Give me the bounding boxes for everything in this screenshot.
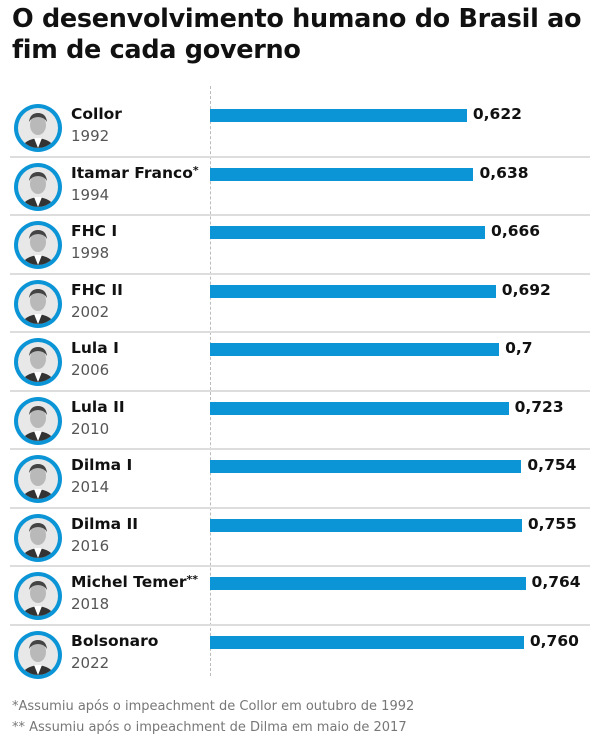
president-name: Itamar Franco* [71,164,199,182]
year-label: 1994 [71,185,110,204]
president-name: Bolsonaro [71,632,158,650]
data-label: 0,764 [531,573,581,591]
portrait-icon [14,338,62,386]
president-name: FHC I [71,222,117,240]
president-name: Michel Temer** [71,573,198,591]
bar [210,167,474,181]
table-row: Lula II 2010 0,723 [10,392,590,450]
bar [210,518,522,532]
portrait-icon [14,221,62,269]
data-label: 0,760 [529,631,579,650]
table-row: Itamar Franco* 1994 0,638 [10,158,590,216]
footnote-temer: ** Assumiu após o impeachment de Dilma e… [12,720,407,735]
bar [210,401,509,415]
bar [210,343,500,356]
president-name: Dilma II [71,515,138,533]
portrait-icon [14,279,62,328]
table-row: Collor 1992 0,622 [10,99,590,158]
name-text: Dilma I [71,456,133,474]
data-label: 0,7 [505,339,533,357]
name-text: FHC II [71,280,123,299]
president-name: Lula II [71,398,125,416]
table-row: Bolsonaro 2022 0,760 [10,626,590,685]
table-row: Michel Temer** 2018 0,764 [10,567,590,626]
footnote-itamar: *Assumiu após o impeachment de Collor em… [12,699,415,714]
name-text: Michel Temer [71,573,187,591]
name-text: FHC I [71,222,118,240]
name-text: Itamar Franco [71,163,193,182]
name-text: Collor [71,105,122,123]
portrait-icon [14,630,62,679]
portrait-icon [14,572,62,620]
table-row: FHC I 1998 0,666 [10,216,590,275]
year-label: 2006 [71,361,110,379]
bar [210,109,467,122]
data-label: 0,723 [514,397,564,416]
portrait-icon [14,396,62,445]
name-text: Lula II [71,397,125,416]
name-text: Dilma II [71,514,139,533]
portrait-icon [14,455,62,503]
year-label: 1998 [71,244,110,262]
president-name: Lula I [71,339,119,357]
table-row: Lula I 2006 0,7 [10,333,590,392]
table-row: Dilma I 2014 0,754 [10,450,590,509]
year-label: 2010 [71,419,110,438]
portrait-icon [14,104,62,152]
president-name: Dilma I [71,456,132,474]
president-name: FHC II [71,281,123,299]
data-label: 0,692 [501,280,551,299]
bar [210,577,526,590]
table-row: FHC II 2002 0,692 [10,275,590,333]
table-row: Dilma II 2016 0,755 [10,509,590,567]
bar [210,460,522,473]
bar [210,635,524,649]
president-name: Collor [71,105,122,123]
zero-axis-line [210,86,211,676]
year-label: 2002 [71,302,110,321]
year-label: 2014 [71,478,110,496]
footnote-mark: ** [186,573,199,586]
data-label: 0,666 [491,222,541,240]
year-label: 2018 [71,595,110,613]
bar [210,284,496,298]
year-label: 1992 [71,127,110,145]
year-label: 2016 [71,536,110,555]
data-label: 0,622 [472,105,522,123]
data-label: 0,638 [479,163,529,182]
year-label: 2022 [71,653,110,672]
data-label: 0,755 [527,514,577,533]
bar [210,226,486,239]
name-text: Lula I [71,339,119,357]
portrait-icon [14,513,62,562]
footnote-mark: * [192,163,199,177]
data-label: 0,754 [527,456,577,474]
name-text: Bolsonaro [71,631,159,650]
portrait-icon [14,162,62,211]
chart-title: O desenvolvimento humano do Brasil ao fi… [12,4,582,65]
